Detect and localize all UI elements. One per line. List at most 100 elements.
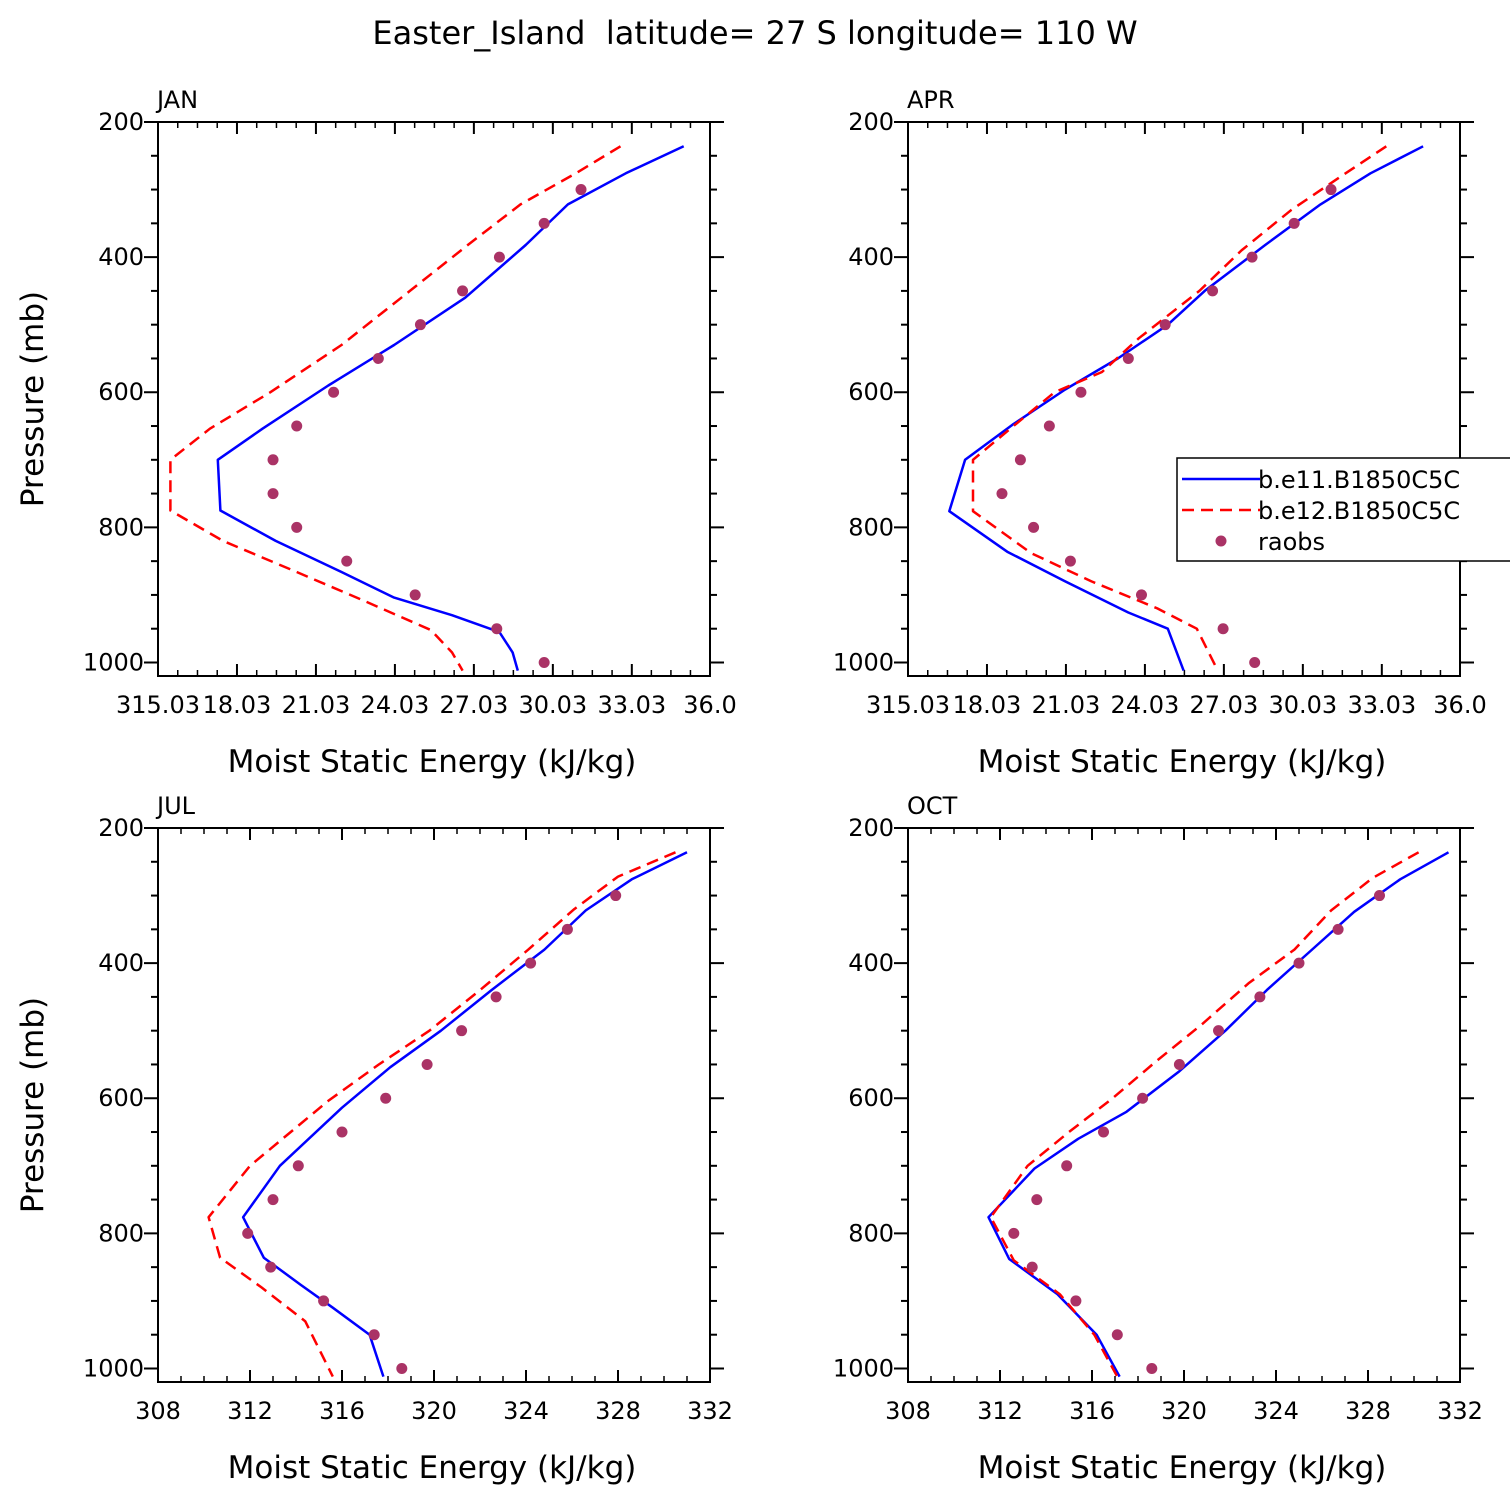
raobs-point xyxy=(996,488,1008,500)
raobs-point xyxy=(291,521,303,533)
y-tick-label: 400 xyxy=(848,243,894,271)
legend-label: b.e12.B1850C5C xyxy=(1258,497,1460,525)
raobs-point xyxy=(341,555,353,567)
raobs-point xyxy=(538,656,550,668)
raobs-point xyxy=(1207,285,1219,297)
panel-oct: 308 312 316 320 324 328 332 200 400 600 800 1000 OCT… xyxy=(833,792,1483,1486)
legend-label: raobs xyxy=(1258,528,1325,556)
x-axis-title: Moist Static Energy (kJ/kg) xyxy=(978,1450,1387,1486)
figure-title: Easter_Island latitude= 27 S longitude= … xyxy=(372,14,1137,52)
raobs-point xyxy=(242,1227,254,1239)
x-axis-title: Moist Static Energy (kJ/kg) xyxy=(978,744,1387,780)
raobs-point xyxy=(318,1295,330,1307)
x-tick-label: 33.03 xyxy=(597,691,666,719)
raobs-point xyxy=(575,184,587,196)
x-tick-label: 324 xyxy=(503,1397,549,1425)
raobs-point xyxy=(368,1329,380,1341)
x-tick-label: 312 xyxy=(227,1397,273,1425)
raobs-point xyxy=(525,957,537,969)
x-tick-label: 324 xyxy=(1253,1397,1299,1425)
panel-jul: 308 312 316 320 324 328 332 200 400 600 800 1000 JUL… xyxy=(15,792,733,1486)
raobs-point xyxy=(1135,589,1147,601)
raobs-point xyxy=(1293,957,1305,969)
y-tick-label: 200 xyxy=(98,108,144,136)
raobs-point xyxy=(1026,1261,1038,1273)
legend-swatch-raobs xyxy=(1215,535,1227,547)
raobs-point xyxy=(561,923,573,935)
series-line-b-e12 xyxy=(989,851,1420,1378)
raobs-point xyxy=(1014,454,1026,466)
raobs-point xyxy=(380,1092,392,1104)
x-tick-label: 320 xyxy=(411,1397,457,1425)
raobs-point xyxy=(421,1058,433,1070)
x-axis-title: Moist Static Energy (kJ/kg) xyxy=(228,744,637,780)
raobs-point xyxy=(1098,1126,1109,1138)
x-tick-label: 27.03 xyxy=(440,691,509,719)
y-tick-label: 600 xyxy=(848,378,894,406)
y-tick-label: 400 xyxy=(848,949,894,977)
panel-label: JUL xyxy=(155,792,196,820)
raobs-point xyxy=(1137,1092,1149,1104)
y-tick-label: 200 xyxy=(848,108,894,136)
y-tick-label: 1000 xyxy=(833,648,894,676)
raobs-point xyxy=(267,1194,279,1206)
raobs-point xyxy=(1325,184,1337,196)
raobs-point xyxy=(456,1025,468,1037)
raobs-point xyxy=(493,251,505,263)
x-tick-label: 316 xyxy=(1069,1397,1115,1425)
raobs-point xyxy=(1008,1227,1020,1239)
x-tick-label: 21.03 xyxy=(1032,691,1101,719)
raobs-point xyxy=(1246,251,1258,263)
panel-label: APR xyxy=(907,86,955,114)
x-tick-label: 315.03 xyxy=(866,691,950,719)
x-tick-label: 332 xyxy=(687,1397,733,1425)
x-tick-label: 308 xyxy=(885,1397,931,1425)
raobs-point xyxy=(1288,217,1300,229)
y-tick-label: 1000 xyxy=(83,1354,144,1382)
raobs-point xyxy=(491,623,503,635)
raobs-point xyxy=(396,1362,408,1374)
x-tick-label: 36.0 xyxy=(683,691,736,719)
y-axis-title: Pressure (mb) xyxy=(15,997,51,1213)
raobs-point xyxy=(1122,352,1134,364)
x-tick-label: 328 xyxy=(595,1397,641,1425)
x-tick-label: 312 xyxy=(977,1397,1023,1425)
legend: b.e11.B1850C5C b.e12.B1850C5C raobs xyxy=(1176,457,1510,562)
panel-label: JAN xyxy=(155,86,198,114)
raobs-point xyxy=(1064,555,1076,567)
raobs-point xyxy=(292,1160,304,1172)
raobs-point xyxy=(1173,1058,1185,1070)
y-axis-title: Pressure (mb) xyxy=(15,291,51,507)
x-tick-label: 36.0 xyxy=(1433,691,1486,719)
raobs-point xyxy=(1374,890,1385,902)
raobs-point xyxy=(1249,656,1261,668)
raobs-point xyxy=(1146,1362,1158,1374)
x-tick-label: 315.03 xyxy=(116,691,200,719)
x-axis-title: Moist Static Energy (kJ/kg) xyxy=(228,1450,637,1486)
raobs-point xyxy=(1061,1160,1073,1172)
y-tick-label: 1000 xyxy=(83,648,144,676)
series-line-b-e12 xyxy=(971,145,1387,672)
legend-box xyxy=(1176,457,1510,562)
raobs-point xyxy=(291,420,303,432)
raobs-point xyxy=(1217,623,1229,635)
raobs-point xyxy=(1213,1025,1224,1037)
raobs-point xyxy=(267,454,279,466)
raobs-point xyxy=(538,217,550,229)
raobs-point xyxy=(336,1126,348,1138)
y-tick-label: 600 xyxy=(98,1084,144,1112)
y-tick-label: 600 xyxy=(848,1084,894,1112)
raobs-point xyxy=(372,352,384,364)
y-tick-label: 800 xyxy=(98,513,144,541)
x-tick-label: 24.03 xyxy=(1111,691,1180,719)
x-tick-label: 308 xyxy=(135,1397,181,1425)
x-tick-label: 332 xyxy=(1437,1397,1483,1425)
y-tick-label: 800 xyxy=(98,1219,144,1247)
legend-label: b.e11.B1850C5C xyxy=(1258,466,1460,494)
x-tick-label: 18.03 xyxy=(203,691,272,719)
y-tick-label: 200 xyxy=(98,814,144,842)
y-tick-label: 800 xyxy=(848,513,894,541)
raobs-point xyxy=(490,991,502,1003)
raobs-point xyxy=(414,319,426,331)
